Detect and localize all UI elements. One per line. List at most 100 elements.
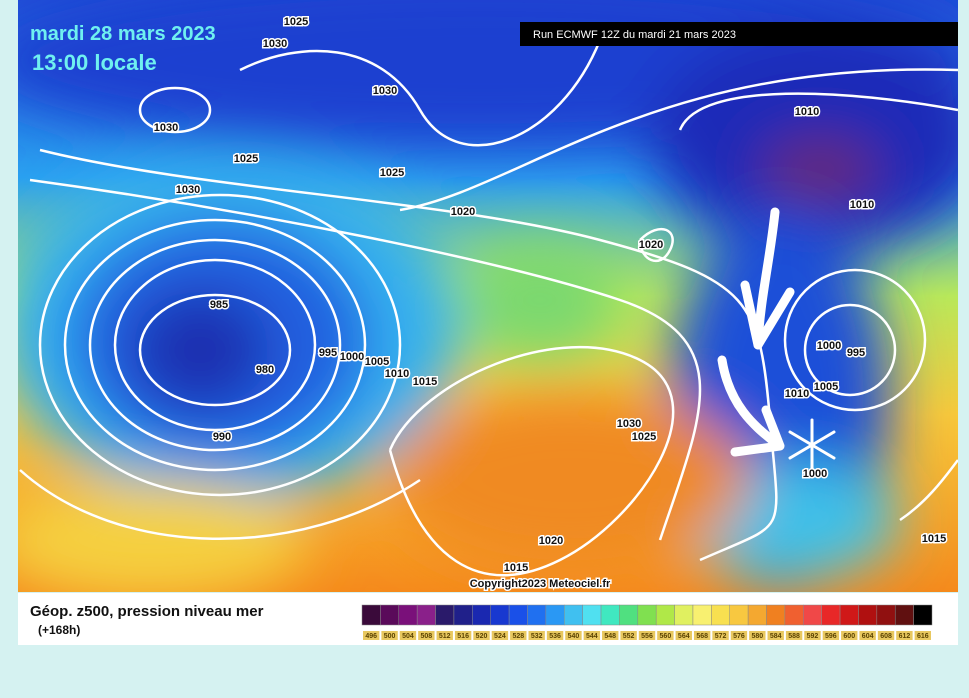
isobar-labels: 1025103010301030102510301025102010209859… [152,14,947,575]
colorbar-label-box [749,631,766,640]
isobar-label: 1000 [817,340,841,352]
isobar-label: 1030 [373,85,397,97]
colorbar-label: 596 [825,633,837,640]
colorbar-label-box [693,631,711,640]
colorbar-label-box [491,631,509,640]
colorbar-label: 496 [365,633,377,640]
colorbar-label: 528 [512,633,524,640]
colorbar-label-box [896,631,913,640]
colorbar-label-box [528,631,545,640]
colorbar-label-box [510,631,527,640]
colorbar-label: 592 [807,633,819,640]
colorbar-label: 544 [586,633,598,640]
colorbar-swatch [821,604,841,626]
isobar-label: 1030 [154,122,178,134]
colorbar-swatch [674,604,694,626]
colorbar-label: 556 [641,633,653,640]
colorbar-swatch [729,604,749,626]
colorbar-label: 588 [788,633,800,640]
colorbar-label-box [841,631,858,640]
colorbar-label: 608 [880,633,892,640]
colorbar-swatch [692,604,712,626]
colorbar-label: 572 [715,633,727,640]
isobar-label: 995 [847,347,865,359]
colorbar-swatch [876,604,896,626]
colorbar-label-box [657,631,674,640]
colorbar-label: 548 [604,633,616,640]
colorbar-swatch [398,604,418,626]
colorbar-label: 576 [733,633,745,640]
colorbar-swatch [766,604,786,626]
colorbar-label-box [381,631,398,640]
colorbar-swatch [508,604,528,626]
colorbar-label-box [602,631,619,640]
colorbar-label: 560 [660,633,672,640]
colorbar-swatch [784,604,804,626]
colorbar-swatch [435,604,455,626]
colorbar-label-box [730,631,748,640]
isobar-label: 1030 [176,184,200,196]
isobar-label: 1025 [284,16,308,28]
colorbar-label-box [454,631,472,640]
colorbar-label-box [436,631,453,640]
copyright: Copyright2023 Meteociel.fr [470,578,611,590]
colorbar-label-box [785,631,803,640]
colorbar-swatch [894,604,914,626]
map: mardi 28 mars 2023 13:00 locale Run ECMW… [18,0,958,592]
isobar-label: 1010 [795,106,819,118]
colorbar-label: 516 [457,633,469,640]
isobars [19,39,958,577]
colorbar: 496 500 504 508 512 516 520 524 528 532 536 540 544 5… [361,604,933,640]
isobar-label: 1000 [803,468,827,480]
colorbar-swatch [564,604,583,626]
isobar-label: 1030 [617,418,641,430]
colorbar-label-box [565,631,582,640]
isobar-label: 1030 [263,38,287,50]
colorbar-swatch [803,604,822,626]
isobar-label: 1020 [451,206,475,218]
colorbar-label: 568 [696,633,708,640]
isobar-label: 1010 [785,388,809,400]
colorbar-label-box [822,631,840,640]
colorbar-label-box [418,631,435,640]
colorbar-swatch [619,604,639,626]
colorbar-label: 524 [494,633,506,640]
isobar-label: 1015 [922,533,946,545]
colorbar-swatch [527,604,547,626]
colorbar-label: 584 [770,633,782,640]
colorbar-label: 500 [384,633,396,640]
colorbar-swatch [655,604,675,626]
isobar-label: 1015 [504,562,528,574]
isobar-label: 1025 [234,153,258,165]
isobar-label: 990 [213,431,231,443]
isobar-label: 980 [256,364,274,376]
colorbar-label: 604 [862,633,874,640]
colorbar-label-box [675,631,692,640]
run-box [520,22,958,46]
isobar-label: 1015 [413,376,437,388]
isobar-label: 995 [319,347,337,359]
colorbar-label: 532 [531,633,543,640]
isobar-label: 1025 [632,431,656,443]
colorbar-label: 600 [843,633,855,640]
colorbar-swatch [416,604,436,626]
snowflake-icon [788,418,836,472]
isobar-label: 1020 [539,535,563,547]
colorbar-swatch [711,604,730,626]
colorbar-label-box [638,631,656,640]
colorbar-swatch [490,604,510,626]
colorbar-label-box [914,631,931,640]
legend-lead: (+168h) [38,623,80,637]
colorbar-swatch [380,604,400,626]
colorbar-swatch [839,604,859,626]
isobar-label: 985 [210,299,228,311]
colorbar-label-box [399,631,417,640]
colorbar-label: 520 [476,633,488,640]
forecast-time: 13:00 locale [32,50,157,75]
colorbar-label-box [712,631,729,640]
colorbar-label: 512 [439,633,451,640]
colorbar-label-box [473,631,490,640]
colorbar-label: 612 [899,633,911,640]
